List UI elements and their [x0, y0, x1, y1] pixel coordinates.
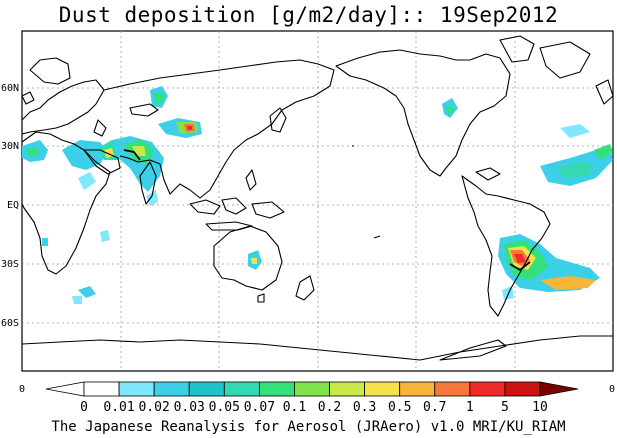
coastline-south-america [461, 175, 551, 317]
colorbar-box [504, 381, 541, 397]
colorbar-tick-label: 0.2 [318, 400, 341, 415]
colorbar-box [294, 381, 330, 397]
colorbar-tick-label: 0.1 [283, 400, 306, 415]
colorbar-box [329, 381, 366, 397]
colorbar-tick-label: 1 [466, 400, 474, 415]
colorbar-tick-label: 0.7 [423, 400, 446, 415]
colorbar-box [399, 381, 436, 397]
colorbar-tick-label: 0 [80, 400, 88, 415]
colorbar-tick-label: 10 [532, 400, 548, 415]
colorbar-tick-label: 5 [501, 400, 509, 415]
colorbar-tick-label: 0.01 [103, 400, 134, 415]
colorbar-labels: 0 0.01 0.02 0.03 0.05 0.07 0.1 0.2 0.3 0.5 0.7 1 5 10 [80, 400, 548, 415]
colorbar-tick-label: 0.03 [174, 400, 205, 415]
colorbar-box [83, 381, 120, 397]
colorbar-right-edge-label: 0 [609, 384, 615, 395]
credit-line: The Japanese Reanalysis for Aerosol (JRA… [51, 419, 566, 435]
colorbar-left-edge-label: 0 [19, 384, 25, 395]
colorbar-tick-label: 0.05 [209, 400, 240, 415]
colorbar-tick-label: 0.02 [138, 400, 169, 415]
colorbar-box [153, 381, 190, 397]
coastline-antarctica [21, 335, 613, 361]
colorbar-box [258, 381, 295, 397]
lat-label-60s: 60S [1, 318, 19, 329]
colorbar-tick-label: 0.07 [244, 400, 275, 415]
colorbar-box [364, 381, 401, 397]
colorbar-box [118, 381, 155, 397]
colorbar-box [469, 381, 506, 397]
map-gridlines [22, 31, 613, 371]
colorbar [45, 381, 579, 397]
coastline-asia [103, 59, 335, 199]
colorbar-box [188, 381, 225, 397]
colorbar-box [223, 381, 260, 397]
lat-label-30s: 30S [1, 259, 19, 270]
coastline-north-america [335, 49, 511, 177]
colorbar-tick-label: 0.5 [388, 400, 411, 415]
lat-label-60n: 60N [1, 83, 19, 94]
coastline-australia [213, 225, 283, 291]
colorbar-tick-label: 0.3 [353, 400, 376, 415]
coastlines [21, 35, 614, 361]
lat-label-30n: 30N [1, 141, 19, 152]
colorbar-min-arrow [45, 381, 85, 397]
map-frame [21, 30, 614, 372]
colorbar-max-arrow [539, 381, 579, 397]
colorbar-box [434, 381, 471, 397]
map-title: Dust deposition [g/m2/day]:: 19Sep2012 [58, 3, 559, 27]
coastline-africa [21, 131, 111, 275]
lat-label-eq: EQ [7, 200, 19, 211]
